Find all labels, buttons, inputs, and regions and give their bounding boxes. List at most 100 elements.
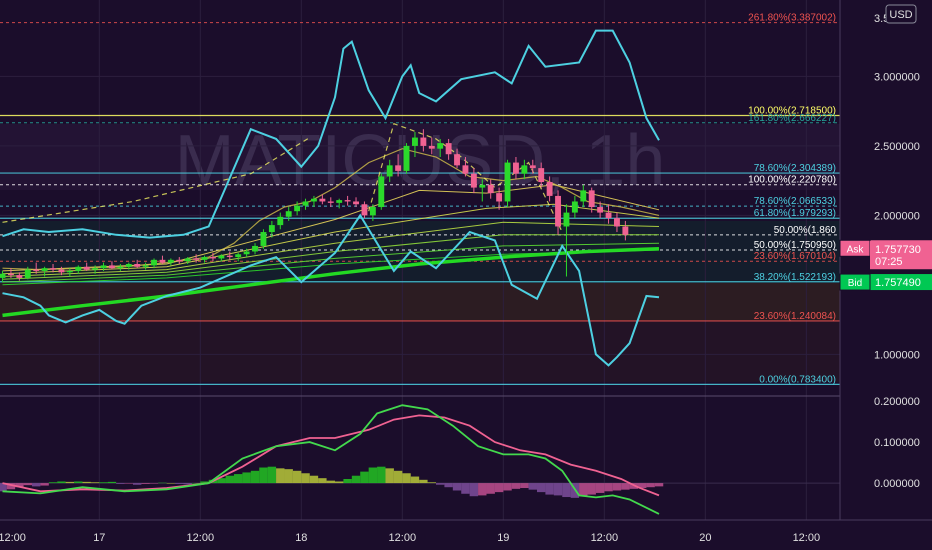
osc-histogram-bar-24 <box>200 481 209 484</box>
osc-histogram-bar-15 <box>124 483 133 484</box>
candle-body-12 <box>100 265 107 269</box>
price-axis[interactable]: 3.000000 2.500000 2.000000 1.000000 3.5 0.200… <box>874 13 920 490</box>
fib-levels: 261.80%(3.387002) 100.00%(2.718500)161.80… <box>0 13 840 385</box>
fib-bands <box>0 124 840 382</box>
osc-histogram-bar-46 <box>385 468 394 484</box>
ma-ribbon-line-4 <box>2 203 660 275</box>
candle-body-47 <box>395 165 402 171</box>
candle-body-37 <box>311 198 317 202</box>
candle-body-58 <box>487 184 494 194</box>
candle-body-51 <box>428 145 435 149</box>
time-tick-label-2: 12:00 <box>187 532 215 544</box>
candle-body-66 <box>555 195 561 227</box>
candle-body-72 <box>605 212 612 219</box>
candle-body-2 <box>16 275 23 278</box>
osc-histogram-bar-30 <box>250 470 260 484</box>
fib-level-label-11: 23.60%(1.240084) <box>754 311 836 322</box>
candle-body-65 <box>546 182 553 196</box>
osc-histogram-bar-49 <box>410 476 420 484</box>
candle-body-50 <box>420 137 427 146</box>
candle-body-25 <box>210 257 216 259</box>
candle-body-53 <box>445 143 452 155</box>
osc-histogram-bar-31 <box>259 467 268 484</box>
candle-body-19 <box>159 259 166 263</box>
price-tag-prefix-0: Ask <box>847 244 865 255</box>
pattern-line-1 <box>2 137 311 223</box>
time-tick-label-7: 20 <box>699 532 711 544</box>
osc-histogram-bar-58 <box>486 483 495 494</box>
candle-body-17 <box>142 265 149 267</box>
price-tick-label-1: 2.500000 <box>874 141 920 153</box>
osc-histogram-bar-34 <box>284 469 293 484</box>
candle-body-74 <box>622 226 629 235</box>
osc-histogram-bar-28 <box>233 474 243 484</box>
osc-signal-line <box>2 414 660 497</box>
candle-body-55 <box>462 165 469 174</box>
osc-histogram-bar-27 <box>225 475 234 484</box>
osc-histogram-bar-32 <box>267 466 277 484</box>
osc-histogram-bar-3 <box>23 483 32 486</box>
fib-level-label-7: 50.00%(1.860 <box>774 225 837 236</box>
currency-badge-box[interactable] <box>885 4 917 24</box>
candle-body-29 <box>243 251 250 255</box>
candle-body-63 <box>529 165 536 169</box>
osc-histogram-bar-17 <box>141 483 150 484</box>
fib-level-label-8: 50.00%(1.750950) <box>754 240 836 251</box>
time-axis[interactable]: 12:00 17 12:00 18 12:00 19 12:00 20 12:00 <box>0 519 932 544</box>
time-tick-label-6: 12:00 <box>591 532 619 544</box>
osc-histogram-bar-33 <box>276 468 285 484</box>
osc-histogram-bar-9 <box>74 481 83 484</box>
price-tick-label-0: 3.000000 <box>874 71 920 83</box>
osc-histogram-bar-73 <box>612 483 622 491</box>
osc-histogram-bar-41 <box>343 479 352 484</box>
osc-histogram-bar-64 <box>536 483 546 493</box>
candle-body-67 <box>563 212 570 227</box>
osc-histogram-bar-20 <box>166 483 176 484</box>
osc-tick-label-0: 0.200000 <box>874 396 920 408</box>
candle-body-69 <box>580 190 587 202</box>
currency-badge[interactable]: USD <box>885 4 917 24</box>
osc-histogram-bar-54 <box>452 483 462 491</box>
candle-body-56 <box>470 173 477 188</box>
price-tag-value-2: 07:25 <box>875 256 903 268</box>
osc-histogram-bar-8 <box>65 481 75 484</box>
candle-body-64 <box>538 168 545 183</box>
candle-body-11 <box>92 268 99 270</box>
osc-histogram-bar-42 <box>351 475 361 484</box>
candle-body-36 <box>302 201 309 206</box>
osc-histogram-bar-53 <box>444 483 453 488</box>
candle-body-9 <box>75 266 82 271</box>
osc-tick-label-1: 0.100000 <box>874 437 920 449</box>
candle-body-70 <box>588 190 595 208</box>
candle-body-23 <box>193 258 200 260</box>
osc-histogram-bar-48 <box>402 473 411 484</box>
fib-level-label-0: 261.80%(3.387002) <box>748 13 836 24</box>
ma-ribbon-line-5 <box>2 184 660 272</box>
osc-histogram-bar-56 <box>469 483 479 497</box>
osc-histogram-bar-67 <box>562 483 571 498</box>
osc-histogram-bar-47 <box>393 470 403 484</box>
osc-histogram-bar-45 <box>377 466 386 484</box>
candle-body-13 <box>108 265 115 269</box>
osc-histogram-bar-55 <box>461 483 470 494</box>
ma-ribbon-line-0 <box>2 249 660 286</box>
osc-histogram-bar-62 <box>520 483 529 489</box>
osc-histogram-bar-35 <box>292 470 302 484</box>
osc-histogram-bar-36 <box>301 473 310 484</box>
candle-body-15 <box>125 264 132 267</box>
osc-histogram-bar-29 <box>242 472 251 484</box>
candle-body-8 <box>66 270 73 273</box>
candle-body-62 <box>521 165 528 174</box>
candle-body-33 <box>277 216 284 226</box>
osc-histogram-bar-6 <box>48 482 58 484</box>
osc-histogram-bar-7 <box>57 481 66 484</box>
fib-band-lower <box>0 283 840 321</box>
candle-body-40 <box>336 200 343 203</box>
price-tag-prefix-box-3 <box>839 273 871 291</box>
osc-histogram-bar-43 <box>360 471 369 484</box>
price-tick-label-top: 3.5 <box>874 13 889 25</box>
osc-histogram-bar-0 <box>0 483 7 492</box>
ma-ribbon-line-1 <box>2 242 660 283</box>
osc-histogram-bar-74 <box>621 483 630 490</box>
osc-histogram-bar-23 <box>191 483 201 484</box>
